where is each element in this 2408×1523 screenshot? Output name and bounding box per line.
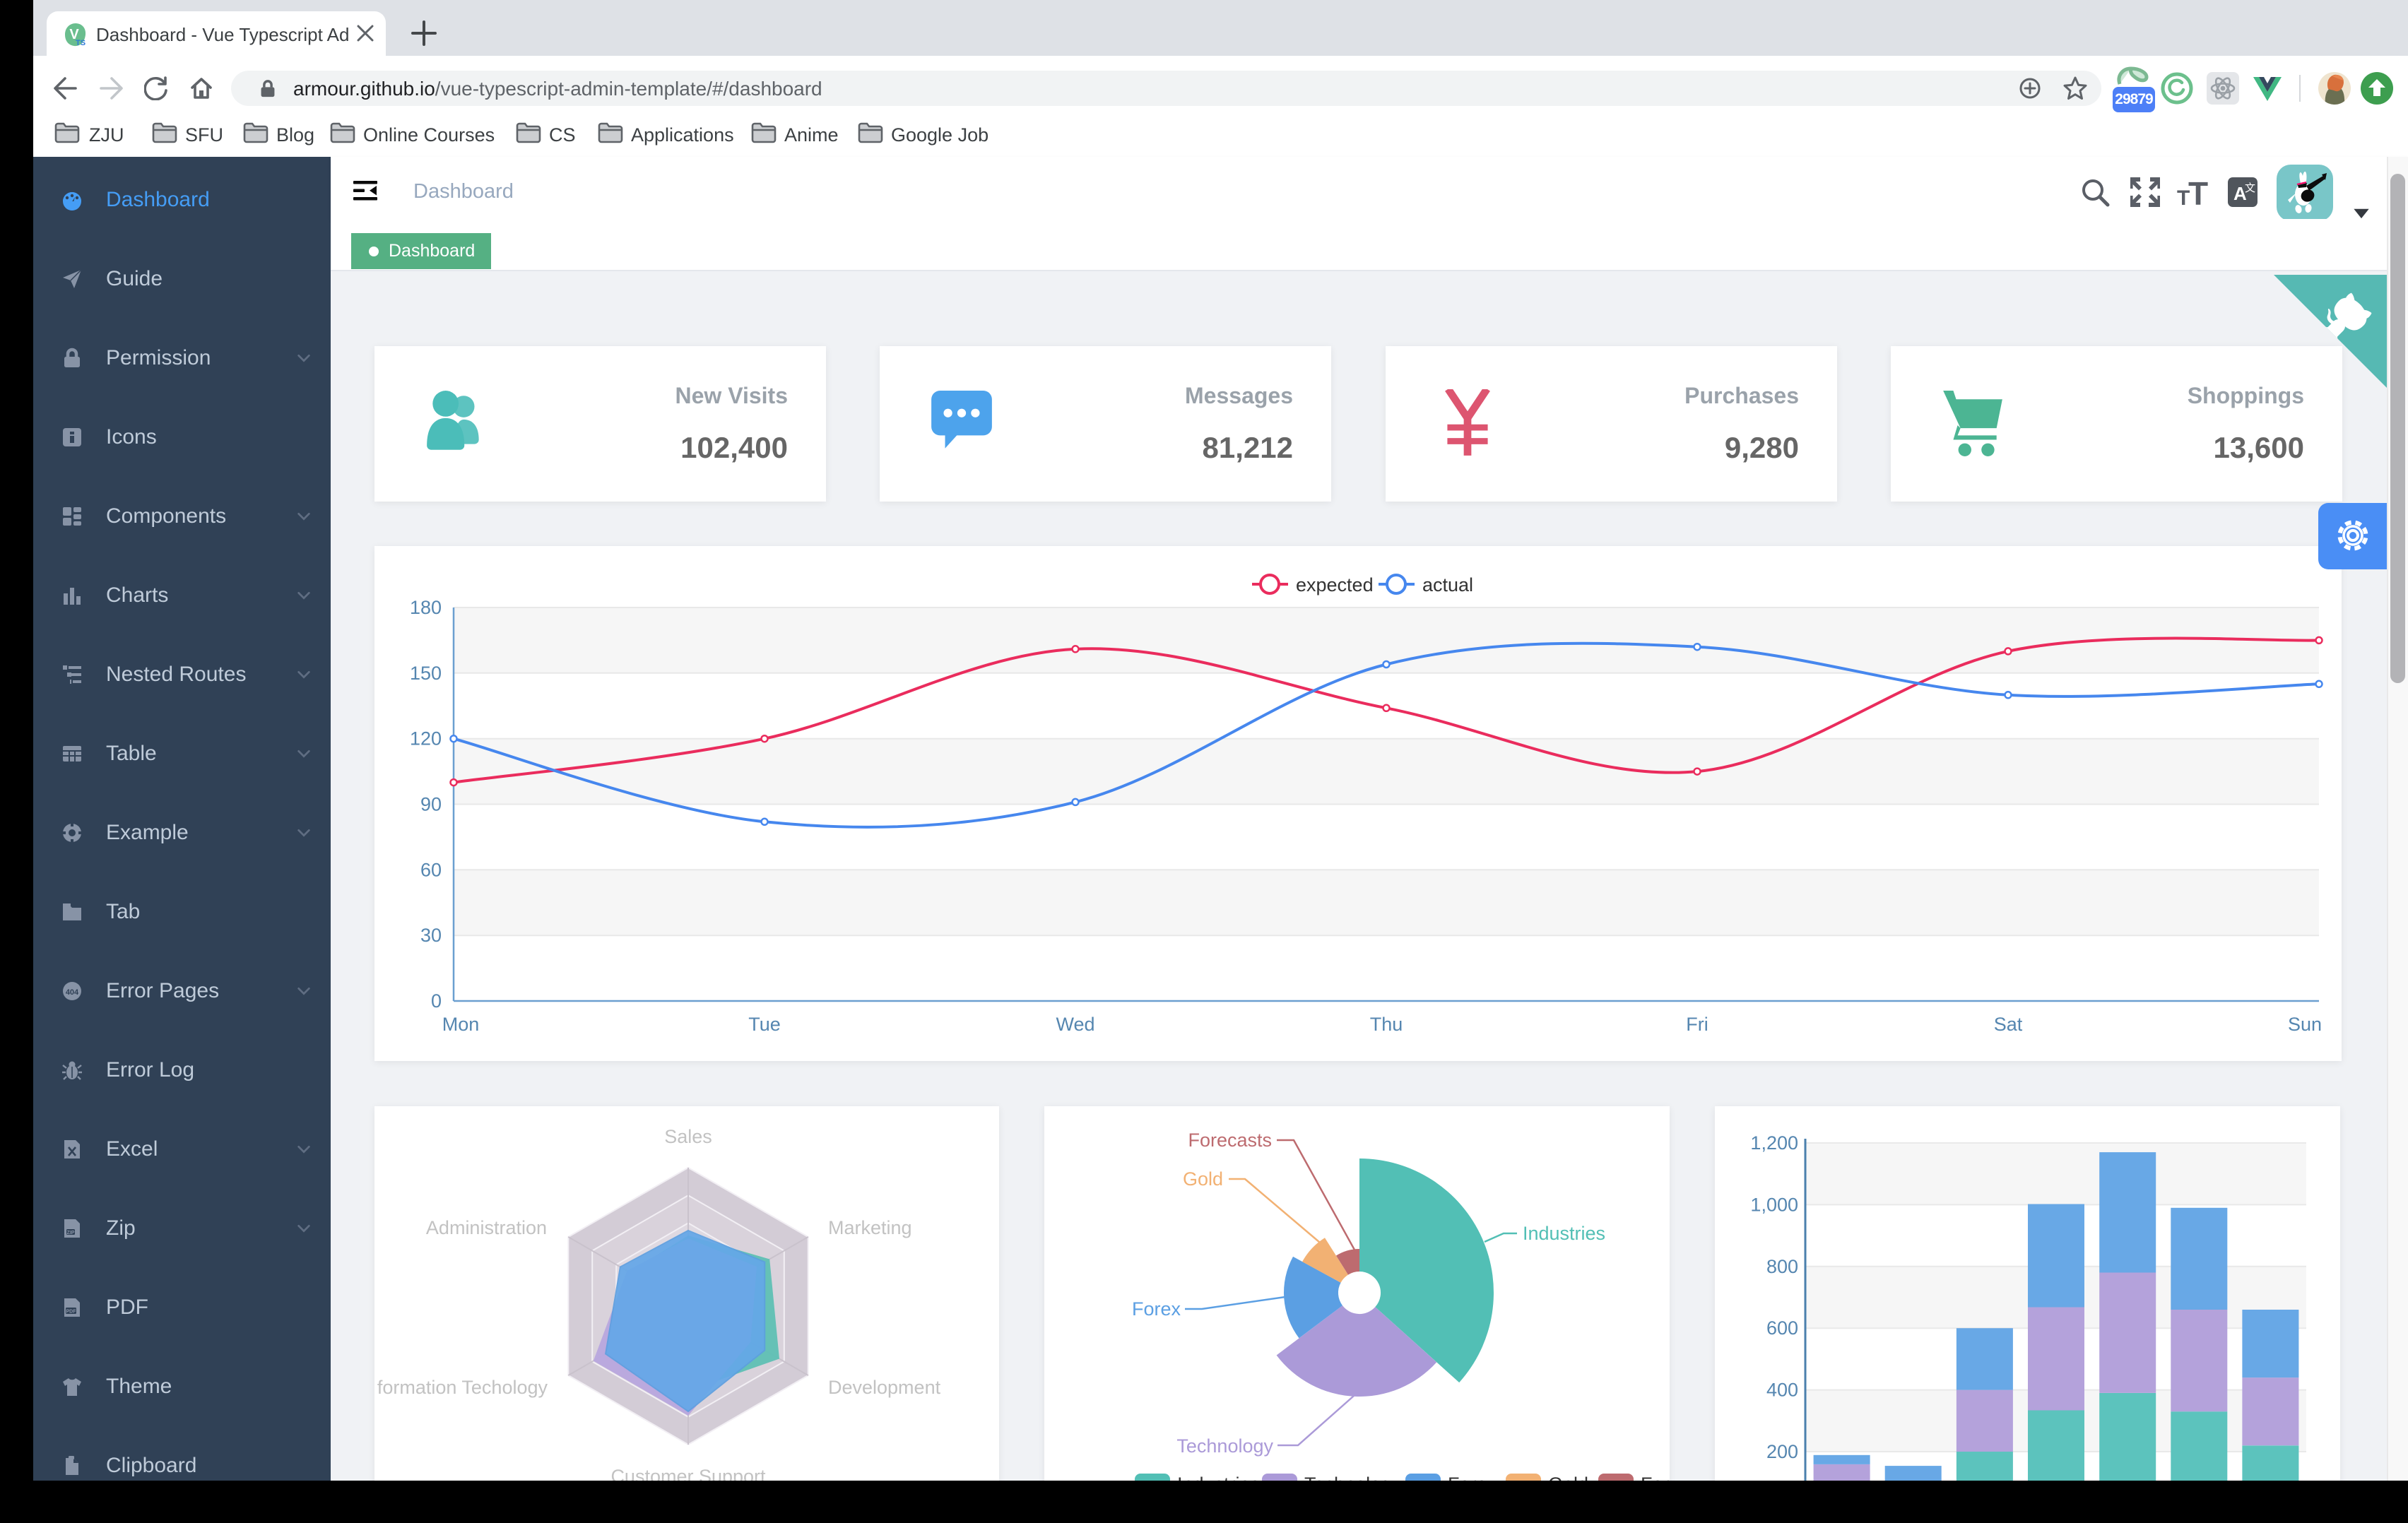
svg-text:Technology: Technology [1304,1474,1401,1481]
svg-text:formation Techology: formation Techology [377,1377,548,1398]
svg-text:actual: actual [1422,574,1473,595]
svg-text:Thu: Thu [1370,1014,1403,1035]
svg-text:TS: TS [76,39,85,47]
svg-text:200: 200 [1766,1441,1798,1462]
svg-text:expected: expected [1296,574,1374,595]
svg-text:90: 90 [420,794,442,815]
svg-text:120: 120 [410,728,442,749]
svg-text:Technology: Technology [1176,1435,1273,1457]
svg-text:文: 文 [2245,182,2255,194]
svg-text:Mon: Mon [442,1014,480,1035]
svg-text:30: 30 [420,925,442,946]
svg-text:180: 180 [410,597,442,618]
svg-text:404: 404 [66,988,79,997]
svg-text:Sat: Sat [1994,1014,2023,1035]
svg-text:800: 800 [1766,1256,1798,1277]
svg-text:1,000: 1,000 [1750,1194,1798,1215]
svg-text:Gold: Gold [1548,1474,1588,1481]
svg-text:Industries: Industries [1523,1223,1605,1244]
svg-text:Marketing: Marketing [828,1217,912,1238]
svg-text:Industries: Industries [1177,1474,1260,1481]
svg-text:Forex: Forex [1448,1474,1497,1481]
svg-text:Sales: Sales [664,1126,712,1147]
svg-text:150: 150 [410,663,442,684]
svg-text:Forecasts: Forecasts [1188,1130,1272,1151]
svg-text:Customer Support: Customer Support [610,1466,766,1481]
svg-text:400: 400 [1766,1380,1798,1401]
svg-text:ZIP: ZIP [67,1231,75,1235]
svg-text:Tue: Tue [748,1014,781,1035]
svg-text:V: V [69,27,79,42]
svg-text:PDF: PDF [66,1310,77,1315]
svg-text:600: 600 [1766,1317,1798,1339]
svg-text:T: T [2188,177,2208,208]
svg-text:Sun: Sun [2288,1014,2322,1035]
svg-text:0: 0 [431,990,442,1012]
svg-text:A: A [2233,183,2247,204]
svg-text:Forecasts: Forecasts [1641,1474,1670,1481]
svg-text:Fri: Fri [1686,1014,1708,1035]
svg-text:Wed: Wed [1056,1014,1094,1035]
svg-text:Administration: Administration [426,1217,547,1238]
svg-text:60: 60 [420,859,442,880]
svg-text:T: T [2177,186,2190,208]
svg-text:Gold: Gold [1183,1168,1223,1190]
svg-text:Development: Development [828,1377,941,1398]
svg-text:Forex: Forex [1132,1298,1181,1320]
svg-text:1,200: 1,200 [1750,1132,1798,1154]
